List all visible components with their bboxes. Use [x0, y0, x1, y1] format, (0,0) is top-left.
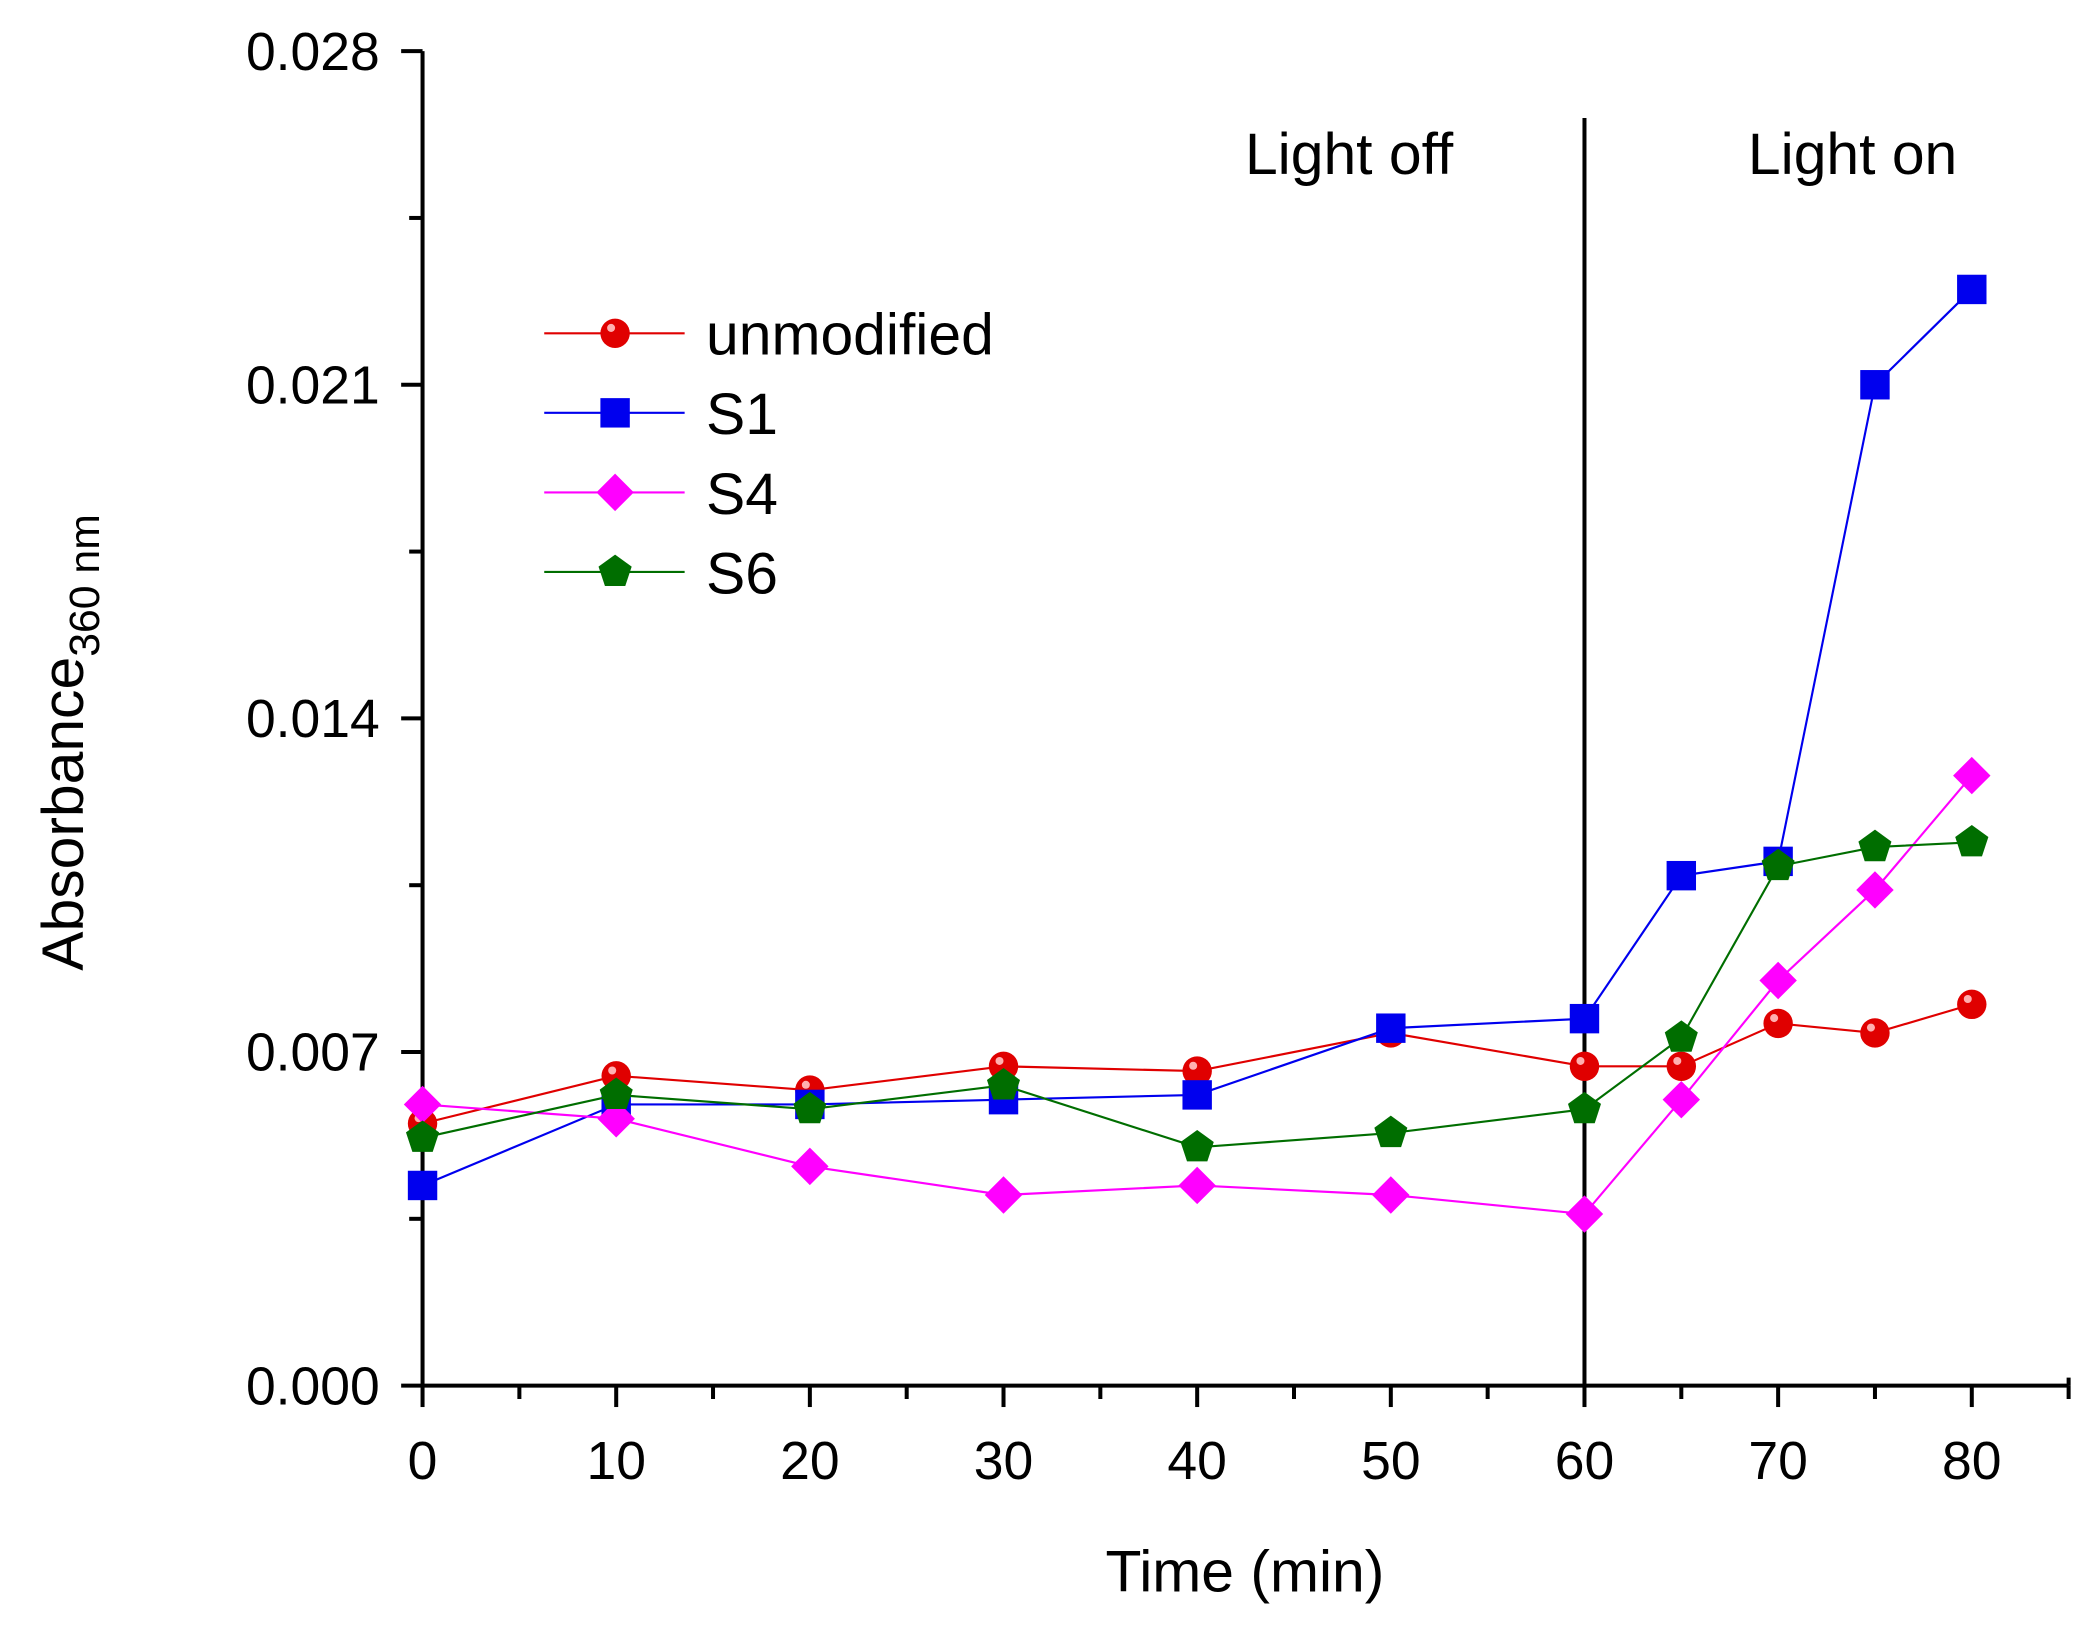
marker-highlight [995, 1056, 1004, 1065]
y-axis-label-subscript: 360 nm [61, 514, 109, 657]
x-tick-label: 60 [1555, 1432, 1614, 1491]
series-unmodified [407, 989, 1987, 1139]
y-axis-label-main: Absorbance [31, 657, 96, 971]
legend-label: S4 [706, 462, 778, 527]
square-marker [1957, 274, 1987, 305]
legend-item-s6: S6 [544, 541, 778, 606]
axes: 0 10 20 30 40 50 60 70 80 0.000 0.007 0.014 0.021 0.0… [246, 23, 2071, 1491]
x-tick-label: 50 [1361, 1432, 1420, 1491]
pentagon-marker [405, 1120, 440, 1152]
pentagon-marker [1955, 824, 1989, 857]
legend-label: S6 [706, 541, 778, 606]
marker-highlight [801, 1080, 810, 1089]
pentagon-marker [1858, 829, 1892, 862]
y-tick-label: 0.014 [246, 690, 380, 749]
circle-marker [1763, 1008, 1793, 1039]
annotation-light-off: Light off [1245, 122, 1454, 187]
diamond-marker [596, 473, 634, 512]
x-tick-label: 80 [1942, 1432, 2001, 1491]
series-group [403, 274, 1991, 1233]
diamond-marker [1565, 1195, 1604, 1233]
pentagon-marker [1664, 1020, 1698, 1052]
pentagon-marker [1567, 1091, 1602, 1124]
y-axis-label: Absorbance360 nm [31, 514, 109, 971]
pentagon-marker [793, 1091, 827, 1124]
diamond-marker [1953, 756, 1991, 795]
square-marker [1860, 370, 1890, 400]
diamond-marker [791, 1147, 829, 1186]
marker-highlight [1770, 1014, 1779, 1023]
series-s4 [403, 756, 1991, 1233]
marker-highlight [1866, 1023, 1875, 1032]
legend-item-unmodified: unmodified [544, 303, 994, 368]
square-marker [1666, 860, 1697, 891]
square-marker [600, 398, 630, 428]
diamond-marker [984, 1176, 1023, 1214]
square-marker [1376, 1013, 1406, 1043]
square-marker [1569, 1003, 1600, 1034]
circle-marker [600, 318, 630, 348]
legend-item-s1: S1 [544, 382, 778, 447]
legend-item-s4: S4 [544, 462, 778, 527]
x-tick-label: 70 [1748, 1432, 1807, 1491]
diamond-marker [1662, 1080, 1701, 1119]
legend-label: unmodified [706, 303, 994, 368]
pentagon-marker [598, 554, 632, 587]
square-marker [407, 1170, 438, 1201]
circle-marker [1860, 1018, 1890, 1048]
marker-highlight [1963, 994, 1972, 1004]
square-marker [1182, 1080, 1212, 1110]
circle-marker [1957, 989, 1987, 1020]
marker-highlight [1189, 1061, 1198, 1070]
annotation-light-on: Light on [1748, 122, 1957, 187]
marker-highlight [608, 1066, 617, 1075]
x-tick-label: 0 [408, 1432, 438, 1491]
series-s6 [405, 824, 1989, 1162]
circle-marker [1666, 1051, 1697, 1082]
pentagon-marker [1761, 848, 1795, 881]
pentagon-marker [1374, 1115, 1408, 1148]
y-tick-label: 0.000 [246, 1357, 380, 1416]
marker-highlight [607, 323, 616, 332]
x-tick-label: 10 [586, 1432, 645, 1491]
y-tick-label: 0.028 [246, 23, 380, 82]
series-line [422, 288, 1973, 1187]
diamond-marker [1856, 871, 1894, 909]
pentagon-marker [599, 1077, 633, 1109]
x-tick-label: 40 [1167, 1432, 1226, 1491]
marker-highlight [1576, 1056, 1585, 1065]
pentagon-marker [986, 1068, 1021, 1100]
legend-label: S1 [706, 382, 778, 447]
x-axis-label: Time (min) [1105, 1540, 1384, 1605]
marker-highlight [1673, 1056, 1682, 1065]
pentagon-marker [1180, 1129, 1214, 1162]
legend: unmodified S1 S4 S6 [544, 303, 994, 606]
x-tick-label: 30 [974, 1432, 1033, 1491]
y-tick-label: 0.021 [246, 356, 380, 415]
circle-marker [1569, 1051, 1600, 1082]
y-tick-label: 0.007 [246, 1024, 380, 1083]
diamond-marker [1372, 1176, 1410, 1214]
diamond-marker [1178, 1166, 1216, 1205]
x-tick-label: 20 [780, 1432, 839, 1491]
